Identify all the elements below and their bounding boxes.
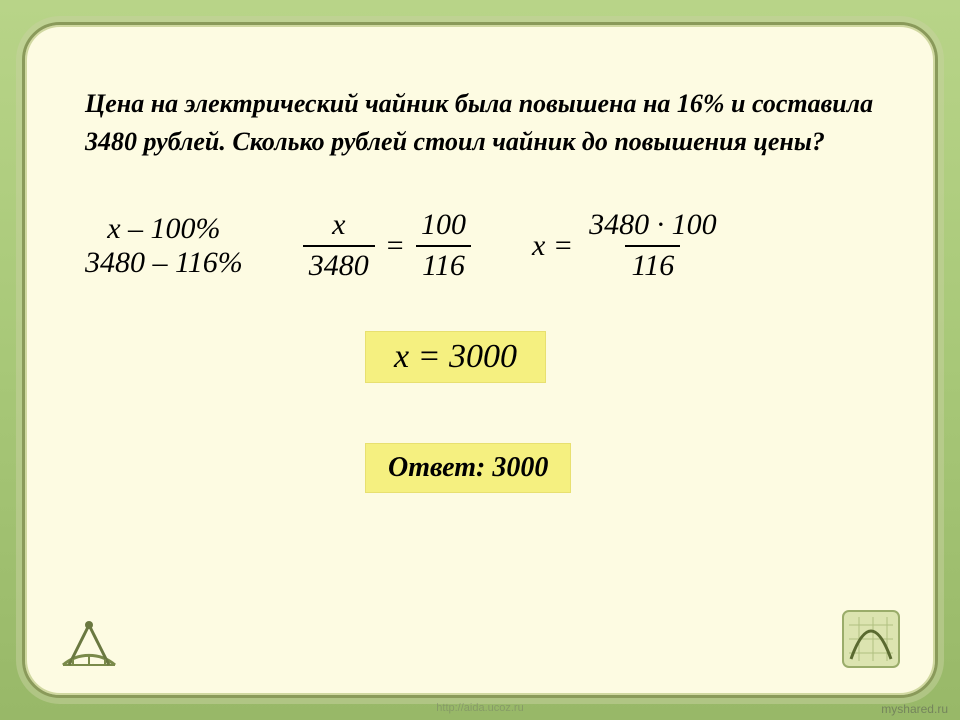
result-highlight: x = 3000: [365, 331, 546, 383]
equals-sign: =: [385, 229, 405, 263]
proportion-left-fraction: x 3480: [303, 208, 375, 283]
fraction-denominator: 3480: [303, 245, 375, 284]
proportion-right-fraction: 100 116: [415, 208, 472, 283]
setup-line1: x – 100%: [107, 212, 220, 246]
fraction-numerator: 100: [415, 208, 472, 245]
math-parabola-icon: [839, 607, 903, 671]
solve-fraction: 3480 · 100 116: [583, 208, 723, 283]
watermark-right: myshared.ru: [881, 702, 948, 716]
answer-value: 3000: [492, 452, 548, 483]
proportion-equation: x 3480 = 100 116: [303, 208, 472, 283]
solve-equation: x = 3480 · 100 116: [532, 208, 723, 283]
answer-highlight: Ответ: 3000: [365, 443, 571, 493]
protractor-compass-icon: [57, 607, 121, 671]
slide-frame: Цена на электрический чайник была повыше…: [22, 22, 938, 698]
fraction-denominator: 116: [416, 245, 471, 284]
fraction-denominator: 116: [625, 245, 680, 284]
solve-lhs: x =: [532, 229, 573, 263]
answer-label: Ответ:: [388, 452, 492, 483]
problem-text: Цена на электрический чайник была повыше…: [85, 85, 875, 160]
setup-line2: 3480 – 116%: [85, 246, 243, 280]
slide-content: Цена на электрический чайник была повыше…: [85, 85, 875, 493]
fraction-numerator: 3480 · 100: [583, 208, 723, 245]
setup-column: x – 100% 3480 – 116%: [85, 212, 243, 280]
workings-row: x – 100% 3480 – 116% x 3480 = 100 116: [85, 208, 875, 283]
watermark-center: http://aida.ucoz.ru: [436, 702, 523, 714]
fraction-numerator: x: [326, 208, 351, 245]
